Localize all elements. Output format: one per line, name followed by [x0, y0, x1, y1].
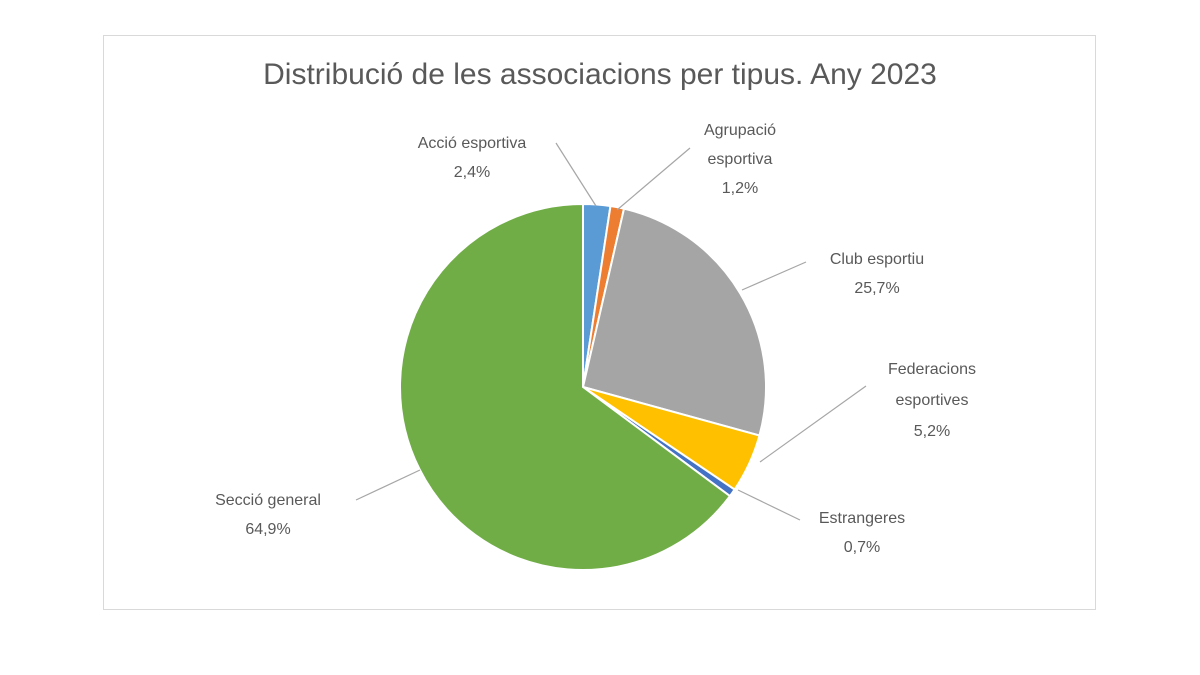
- leader-line-club: [741, 261, 807, 291]
- data-label-accio-esportiva: Acció esportiva 2,4%: [387, 129, 557, 187]
- data-label-federacions-esportives: Federacions esportives 5,2%: [872, 354, 992, 447]
- label-category: Estrangeres: [818, 510, 906, 527]
- label-value: 2,4%: [453, 164, 491, 181]
- label-value: 5,2%: [913, 423, 951, 440]
- leader-line-federacions: [759, 385, 867, 463]
- label-value: 64,9%: [245, 521, 291, 538]
- data-label-seccio-general: Secció general 64,9%: [188, 486, 348, 544]
- leader-line-seccio: [355, 469, 421, 501]
- label-category: Secció general: [215, 492, 321, 509]
- leader-line-accio: [555, 142, 597, 207]
- label-value: 1,2%: [721, 180, 759, 197]
- label-value: 0,7%: [843, 539, 881, 556]
- label-category: Agrupació esportiva: [703, 122, 777, 168]
- label-category: Club esportiu: [829, 251, 925, 268]
- data-label-estrangeres: Estrangeres 0,7%: [792, 504, 932, 562]
- pie-slice-seccio-general: [399, 202, 732, 571]
- data-label-club-esportiu: Club esportiu 25,7%: [797, 245, 957, 303]
- chart-area: [103, 35, 1096, 610]
- chart-title: Distribució de les associacions per tipu…: [263, 58, 937, 91]
- leader-line-agrupacio: [616, 147, 691, 211]
- label-value: 25,7%: [854, 280, 900, 297]
- pie-slice-club-esportiu: [581, 207, 767, 437]
- leader-line-estrangeres: [737, 489, 801, 521]
- label-category: Federacions esportives: [887, 361, 977, 409]
- data-label-agrupacio-esportiva: Agrupació esportiva 1,2%: [685, 116, 795, 203]
- label-category: Acció esportiva: [417, 135, 527, 152]
